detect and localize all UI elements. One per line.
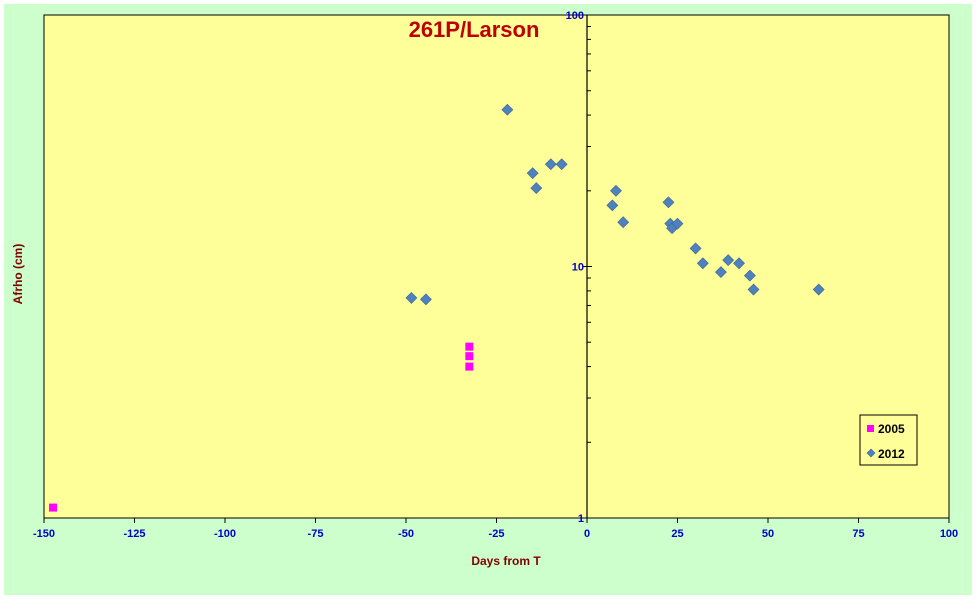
point-2012 [530, 182, 543, 195]
y-axis-label: Afrho (cm) [11, 244, 25, 305]
point-2012 [722, 254, 735, 267]
point-2012 [606, 199, 619, 212]
plot-area [43, 14, 950, 519]
point-2012 [610, 184, 622, 197]
data-points [49, 103, 825, 512]
point-2012 [671, 217, 684, 230]
point-2012 [812, 283, 825, 296]
point-2012 [544, 158, 557, 171]
legend-label-2005: 2005 [878, 422, 905, 436]
point-2012 [715, 266, 727, 279]
x-axis-label: Days from T [471, 554, 541, 568]
x-tick-label: 50 [762, 528, 774, 540]
point-2012 [743, 269, 756, 282]
x-tick-label: 25 [671, 528, 683, 540]
point-2012 [696, 257, 709, 270]
legend-marker-2012 [866, 448, 876, 458]
x-tick-label: 100 [940, 528, 958, 540]
x-tick-label: -125 [123, 528, 145, 540]
y-tick-label: 100 [566, 10, 584, 22]
point-2012 [555, 158, 568, 171]
point-2005 [465, 342, 474, 351]
point-2012 [526, 167, 539, 180]
point-2012 [747, 283, 760, 296]
x-tick-label: -25 [489, 528, 505, 540]
point-2005 [49, 503, 58, 512]
x-tick-label: -150 [33, 528, 55, 540]
point-2012 [662, 196, 675, 209]
chart-title: 261P/Larson [409, 17, 540, 42]
point-2012 [617, 216, 630, 229]
y-tick-label: 10 [572, 262, 584, 274]
x-tick-label: -75 [308, 528, 324, 540]
point-2012 [689, 242, 702, 255]
scatter-chart: -150 -125 -100 -75 -50 -25 0 25 50 75 100 1 10 100 26… [11, 10, 958, 568]
axes: -150 -125 -100 -75 -50 -25 0 25 50 75 100 1 10 100 [33, 10, 958, 540]
point-2005 [465, 362, 474, 371]
chart-area: -150 -125 -100 -75 -50 -25 0 25 50 75 100 1 10 100 26… [4, 4, 972, 595]
point-2012 [501, 103, 514, 116]
legend-box [859, 414, 918, 466]
point-2012 [733, 257, 745, 270]
point-2005 [465, 352, 474, 361]
x-tick-label: -50 [398, 528, 414, 540]
x-tick-label: 0 [584, 528, 590, 540]
legend-marker-2005 [867, 425, 874, 432]
x-tick-label: -100 [214, 528, 236, 540]
legend-label-2012: 2012 [878, 447, 905, 461]
x-tick-label: 75 [852, 528, 864, 540]
point-2012 [419, 293, 432, 306]
legend: 2005 2012 [859, 414, 918, 466]
y-tick-label: 1 [578, 513, 584, 525]
point-2012 [405, 291, 418, 304]
